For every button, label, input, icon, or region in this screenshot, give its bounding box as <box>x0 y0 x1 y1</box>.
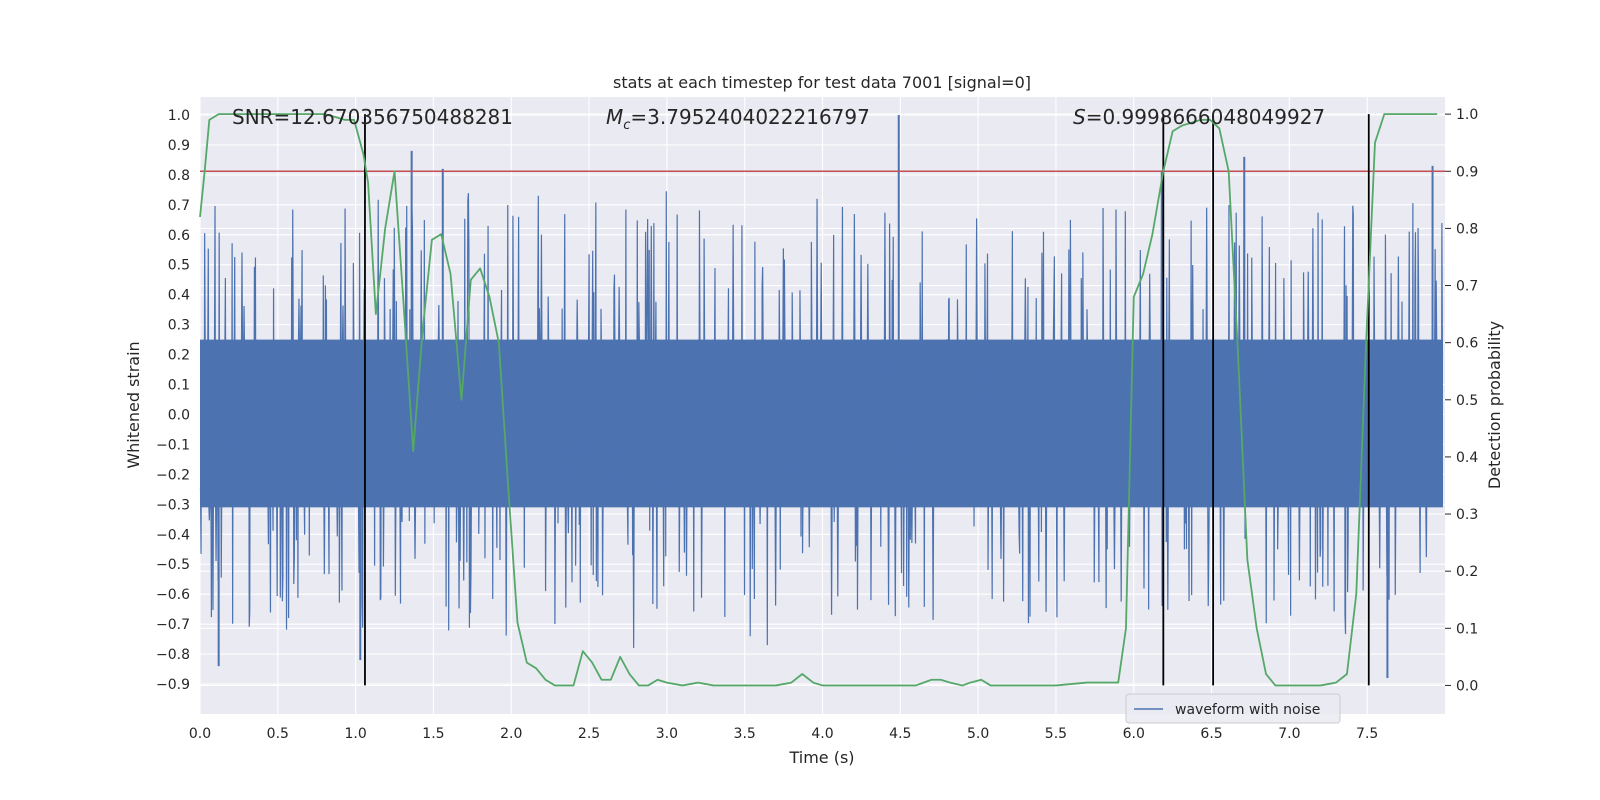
x-tick-label: 4.0 <box>811 726 833 742</box>
y-left-tick-label: 0.2 <box>168 348 190 364</box>
y-right-tick-label: 1.0 <box>1456 107 1478 123</box>
y-left-tick-label: 0.1 <box>168 378 190 394</box>
y-left-axis-ticks: 1.0 0.9 0.8 0.7 0.6 0.5 0.4 0.3 0.2 0.1 0.0 −0.1 −0.… <box>156 108 190 693</box>
x-tick-label: 5.5 <box>1045 726 1067 742</box>
score-annotation: S=0.9998666048049927 <box>1073 105 1325 129</box>
y-right-tick-label: 0.8 <box>1456 221 1478 237</box>
x-tick-label: 4.5 <box>889 726 911 742</box>
x-tick-label: 6.0 <box>1123 726 1145 742</box>
x-axis-ticks: 0.0 0.5 1.0 1.5 2.0 2.5 3.0 3.5 4.0 4.5 5.0 5.5 6.0 6… <box>189 726 1378 742</box>
y-right-tick-label: 0.6 <box>1456 336 1478 352</box>
y-left-tick-label: 0.7 <box>168 198 190 214</box>
x-tick-label: 0.5 <box>267 726 289 742</box>
x-tick-label: 7.0 <box>1278 726 1300 742</box>
x-tick-label: 7.5 <box>1356 726 1378 742</box>
y-right-tick-label: 0.4 <box>1456 450 1478 466</box>
y-right-axis-ticks: 1.0 0.9 0.8 0.7 0.6 0.5 0.4 0.3 0.2 0.1 0.0 <box>1445 107 1478 694</box>
probability-line <box>199 113 1438 687</box>
y-right-tick-label: 0.1 <box>1456 621 1478 637</box>
y-left-tick-label: −0.8 <box>156 647 190 663</box>
y-left-tick-label: 0.5 <box>168 258 190 274</box>
chirp-mass-annotation: Mc=3.7952404022216797 <box>606 105 870 133</box>
y-left-tick-label: −0.3 <box>156 497 190 513</box>
y-right-tick-label: 0.2 <box>1456 564 1478 580</box>
y-left-tick-label: −0.5 <box>156 557 190 573</box>
legend-label: waveform with noise <box>1175 702 1320 718</box>
y-left-tick-label: −0.6 <box>156 587 190 603</box>
y-left-tick-label: −0.9 <box>156 677 190 693</box>
y-left-tick-label: 0.6 <box>168 228 190 244</box>
y-left-tick-label: 0.3 <box>168 318 190 334</box>
vertical-markers <box>364 114 1370 686</box>
y-left-tick-label: −0.4 <box>156 527 190 543</box>
y-right-tick-label: 0.0 <box>1456 678 1478 694</box>
x-tick-label: 1.5 <box>422 726 444 742</box>
legend-box <box>1125 693 1341 724</box>
x-tick-label: 1.0 <box>344 726 366 742</box>
y-left-tick-label: 0.0 <box>168 407 190 423</box>
waveform-line <box>199 191 1444 648</box>
y-right-tick-label: 0.9 <box>1456 164 1478 180</box>
x-tick-label: 0.0 <box>189 726 211 742</box>
x-tick-label: 2.0 <box>500 726 522 742</box>
y-left-tick-label: −0.7 <box>156 617 190 633</box>
y-left-tick-label: −0.2 <box>156 467 190 483</box>
y-left-tick-label: 1.0 <box>168 108 190 124</box>
legend: waveform with noise <box>1125 693 1341 724</box>
y-right-tick-label: 0.5 <box>1456 393 1478 409</box>
x-tick-label: 2.5 <box>578 726 600 742</box>
y-right-tick-label: 0.3 <box>1456 507 1478 523</box>
x-axis-label: Time (s) <box>788 748 854 767</box>
y-left-tick-label: 0.9 <box>168 138 190 154</box>
snr-annotation: SNR=12.670356750488281 <box>232 105 513 129</box>
probability-series <box>199 113 1438 687</box>
x-tick-label: 6.5 <box>1200 726 1222 742</box>
y-left-tick-label: 0.8 <box>168 168 190 184</box>
y-left-tick-label: −0.1 <box>156 437 190 453</box>
x-tick-label: 3.0 <box>656 726 678 742</box>
y-right-axis-label: Detection probability <box>1485 321 1504 489</box>
x-tick-label: 5.0 <box>967 726 989 742</box>
chart-title: stats at each timestep for test data 700… <box>613 73 1031 92</box>
y-left-axis-label: Whitened strain <box>124 341 143 468</box>
y-left-tick-label: 0.4 <box>168 288 190 304</box>
y-right-tick-label: 0.7 <box>1456 279 1478 295</box>
x-tick-label: 3.5 <box>734 726 756 742</box>
